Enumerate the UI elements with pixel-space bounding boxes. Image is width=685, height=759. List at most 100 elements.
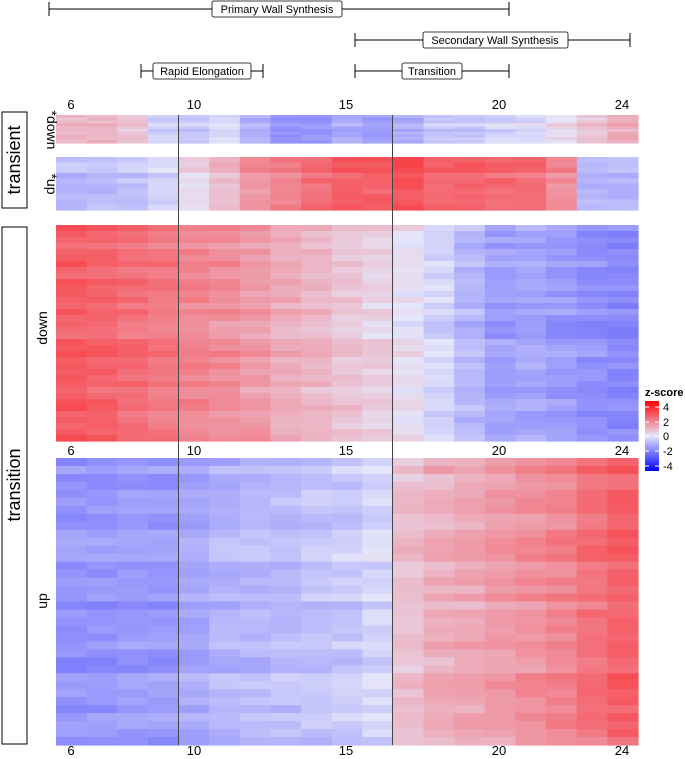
heatmap-cell xyxy=(239,225,272,232)
heatmap-cell xyxy=(546,673,578,682)
heatmap-cell xyxy=(209,225,241,232)
heatmap-cell xyxy=(423,537,455,547)
heatmap-cell xyxy=(607,183,639,190)
heatmap-cell xyxy=(178,609,210,619)
heatmap-cell xyxy=(454,577,486,587)
heatmap-cell xyxy=(423,303,455,310)
heatmap-cell xyxy=(331,649,363,658)
heatmap-cells xyxy=(56,115,639,746)
heatmap-cell xyxy=(546,194,578,200)
heatmap-cell xyxy=(86,617,118,627)
heatmap-cell xyxy=(301,593,333,603)
heatmap-cell xyxy=(484,435,517,442)
heatmap-cell xyxy=(56,303,88,310)
heatmap-cell xyxy=(546,273,578,280)
heatmap-cell xyxy=(331,315,363,322)
heatmap-cell xyxy=(56,157,88,163)
heatmap-cell xyxy=(270,115,302,119)
heatmap-cell xyxy=(362,577,394,587)
heatmap-cell xyxy=(454,120,486,124)
heatmap-cell xyxy=(86,405,118,412)
heatmap-cell xyxy=(117,369,149,376)
heatmap-cell xyxy=(454,231,486,238)
heatmap-cell xyxy=(484,172,517,179)
heatmap-cell xyxy=(56,351,88,358)
heatmap-cell xyxy=(392,363,425,370)
heatmap-cell xyxy=(362,345,394,352)
heatmap-cell xyxy=(270,641,302,650)
heatmap-cell xyxy=(56,333,88,340)
heatmap-cell xyxy=(607,178,639,185)
heatmap-cell xyxy=(484,481,517,491)
heatmap-cell xyxy=(362,435,394,442)
heatmap-cell xyxy=(454,393,486,400)
heatmap-cell xyxy=(576,126,608,130)
heatmap-cell xyxy=(484,473,517,483)
heatmap-cell xyxy=(546,351,578,358)
heatmap-cell xyxy=(576,255,608,262)
heatmap-cell xyxy=(270,593,302,603)
heatmap-cell xyxy=(147,178,180,185)
heatmap-cell xyxy=(546,521,578,531)
heatmap-cell xyxy=(392,369,425,376)
heatmap-cell xyxy=(117,162,149,169)
heatmap-cell xyxy=(607,513,639,523)
heatmap-cell xyxy=(117,327,149,334)
heatmap-cell xyxy=(515,291,547,298)
heatmap-cell xyxy=(607,601,639,611)
heatmap-cell xyxy=(392,405,425,412)
heatmap-cell xyxy=(86,681,118,690)
heatmap-cell xyxy=(117,363,149,370)
heatmap-cell xyxy=(301,363,333,370)
heatmap-cell xyxy=(178,673,210,682)
heatmap-cell xyxy=(362,267,394,274)
heatmap-cell xyxy=(117,157,149,163)
heatmap-cell xyxy=(239,123,272,127)
heatmap-cell xyxy=(423,497,455,507)
heatmap-cell xyxy=(454,188,486,195)
heatmap-cell xyxy=(239,339,272,346)
heatmap-cell xyxy=(178,162,210,169)
heatmap-cell xyxy=(239,279,272,286)
heatmap-cell xyxy=(270,157,302,163)
heatmap-cell xyxy=(147,569,180,579)
heatmap-cell xyxy=(117,387,149,394)
heatmap-cell xyxy=(454,513,486,523)
heatmap-cell xyxy=(239,465,272,475)
heatmap-cell xyxy=(362,729,394,738)
heatmap-cell xyxy=(86,387,118,394)
heatmap-cell xyxy=(454,713,486,722)
heatmap-cell xyxy=(546,561,578,571)
heatmap-cell xyxy=(301,521,333,531)
heatmap-cell xyxy=(515,321,547,328)
heatmap-cell xyxy=(239,387,272,394)
heatmap-cell xyxy=(209,363,241,370)
heatmap-cell xyxy=(301,357,333,364)
heatmap-cell xyxy=(607,609,639,619)
heatmap-cell xyxy=(56,117,88,122)
heatmap-cell xyxy=(86,225,118,232)
heatmap-cell xyxy=(515,297,547,304)
heatmap-cell xyxy=(178,553,210,563)
heatmap-cell xyxy=(484,529,517,539)
heatmap-cell xyxy=(484,333,517,340)
heatmap-cell xyxy=(576,617,608,627)
heatmap-cell xyxy=(331,545,363,555)
heatmap-cell xyxy=(331,126,363,130)
heatmap-cell xyxy=(392,435,425,442)
heatmap-cell xyxy=(576,183,608,190)
heatmap-cell xyxy=(484,291,517,298)
heatmap-cell xyxy=(117,625,149,634)
heatmap-cell xyxy=(607,369,639,376)
heatmap-cell xyxy=(86,123,118,127)
heatmap-cell xyxy=(270,405,302,412)
heatmap-cell xyxy=(209,435,241,442)
heatmap-cell xyxy=(301,327,333,334)
heatmap-cell xyxy=(270,126,302,130)
heatmap-cell xyxy=(454,681,486,690)
heatmap-cell xyxy=(56,705,88,714)
heatmap-cell xyxy=(239,697,272,706)
heatmap-cell xyxy=(209,657,241,666)
heatmap-cell xyxy=(239,505,272,515)
heatmap-cell xyxy=(392,267,425,274)
